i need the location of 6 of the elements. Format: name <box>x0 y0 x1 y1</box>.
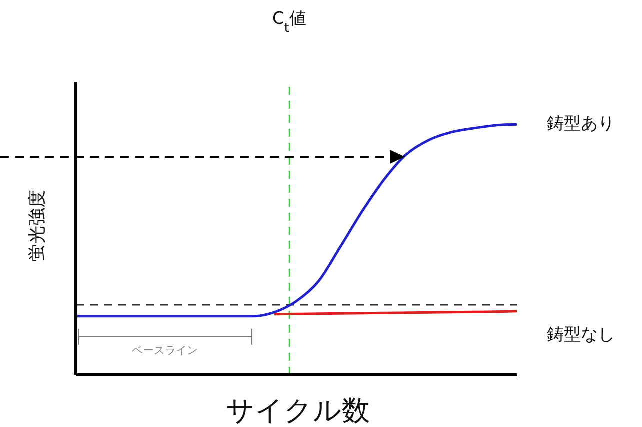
text: C$_{t}$値 <box>272 9 306 36</box>
annotation: ベースライン <box>132 344 198 357</box>
x-axis-title: サイクル数 <box>226 394 370 427</box>
y-axis-title: 蛍光強度 <box>26 190 48 262</box>
series-label: 鋳型あり <box>547 114 615 134</box>
series-label: 鋳型なし <box>547 325 615 346</box>
